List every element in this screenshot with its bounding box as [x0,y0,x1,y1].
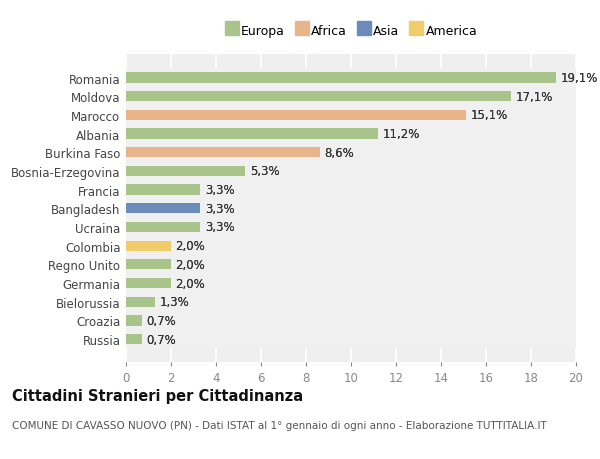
Bar [126,204,200,214]
Text: 17,1%: 17,1% [515,90,553,103]
Bar [126,334,142,344]
Text: 1,3%: 1,3% [160,296,190,308]
Legend: Europa, Africa, Asia, America: Europa, Africa, Asia, America [221,21,481,42]
Bar [126,185,200,196]
Bar [126,111,466,121]
Text: 2,0%: 2,0% [176,277,205,290]
Bar [126,185,200,196]
Bar [126,106,576,125]
Text: 0,7%: 0,7% [146,333,176,346]
Bar [126,73,556,84]
Text: 5,3%: 5,3% [250,165,280,178]
Text: Cittadini Stranieri per Cittadinanza: Cittadini Stranieri per Cittadinanza [12,388,303,403]
Bar [126,278,171,289]
Bar [126,92,511,102]
Bar [126,260,171,270]
Bar [126,129,378,140]
Bar [126,334,142,344]
Text: COMUNE DI CAVASSO NUOVO (PN) - Dati ISTAT al 1° gennaio di ogni anno - Elaborazi: COMUNE DI CAVASSO NUOVO (PN) - Dati ISTA… [12,420,547,430]
Bar [126,181,576,200]
Text: 2,0%: 2,0% [176,258,205,271]
Text: 3,3%: 3,3% [205,184,235,197]
Bar [126,260,171,270]
Text: 2,0%: 2,0% [176,258,205,271]
Bar [126,148,320,158]
Bar [126,69,576,88]
Text: 3,3%: 3,3% [205,202,235,215]
Text: 17,1%: 17,1% [515,90,553,103]
Bar [126,148,320,158]
Bar [126,88,576,106]
Text: 0,7%: 0,7% [146,333,176,346]
Text: 11,2%: 11,2% [383,128,420,141]
Bar [126,129,378,140]
Bar [126,111,466,121]
Bar [126,241,171,251]
Bar [126,237,576,256]
Text: 0,7%: 0,7% [146,314,176,327]
Bar [126,222,200,233]
Bar [126,167,245,177]
Text: 15,1%: 15,1% [470,109,508,122]
Text: 19,1%: 19,1% [560,72,598,85]
Bar [126,204,200,214]
Bar [126,315,142,326]
Bar [126,162,576,181]
Bar [126,330,576,349]
Bar [126,218,576,237]
Text: 3,3%: 3,3% [205,202,235,215]
Bar [126,278,171,289]
Bar [126,256,576,274]
Bar [126,274,576,293]
Text: 3,3%: 3,3% [205,184,235,197]
Text: 5,3%: 5,3% [250,165,280,178]
Bar [126,92,511,102]
Bar [126,200,576,218]
Bar [126,311,576,330]
Text: 19,1%: 19,1% [560,72,598,85]
Text: 8,6%: 8,6% [324,146,354,159]
Bar [126,125,576,144]
Text: 2,0%: 2,0% [176,277,205,290]
Text: 0,7%: 0,7% [146,314,176,327]
Text: 2,0%: 2,0% [176,240,205,252]
Bar [126,297,155,307]
Text: 3,3%: 3,3% [205,221,235,234]
Text: 3,3%: 3,3% [205,221,235,234]
Bar [126,315,142,326]
Text: 11,2%: 11,2% [383,128,420,141]
Bar [126,241,171,251]
Bar [126,167,245,177]
Text: 8,6%: 8,6% [324,146,354,159]
Bar [126,222,200,233]
Bar [126,297,155,307]
Bar [126,144,576,162]
Text: 15,1%: 15,1% [470,109,508,122]
Text: 1,3%: 1,3% [160,296,190,308]
Bar [126,293,576,311]
Text: 2,0%: 2,0% [176,240,205,252]
Bar [126,73,556,84]
